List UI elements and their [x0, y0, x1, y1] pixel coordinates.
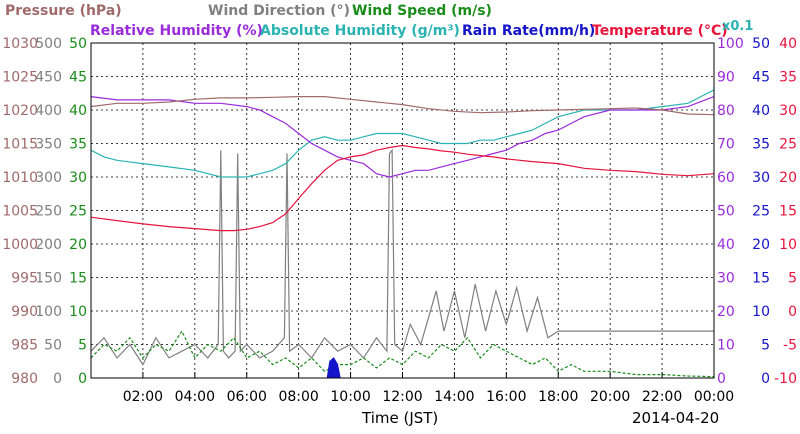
ytick-wind-speed: 50 — [69, 36, 87, 52]
ytick-humidity: 30 — [717, 271, 735, 287]
ytick-pressure: 1025 — [2, 70, 38, 86]
ytick-humidity: 90 — [717, 70, 735, 86]
ytick-wind-direction: 100 — [35, 304, 62, 320]
xtick-label: 02:00 — [123, 389, 163, 405]
ytick-rain-rate: 50 — [752, 36, 770, 52]
ytick-rain-rate: 35 — [752, 137, 770, 153]
ytick-wind-speed: 30 — [69, 170, 87, 186]
ytick-humidity: 50 — [717, 204, 735, 220]
ytick-humidity: 70 — [717, 137, 735, 153]
ytick-temperature: 35 — [779, 70, 797, 86]
ytick-temperature: 5 — [788, 271, 797, 287]
ytick-temperature: -5 — [783, 338, 797, 354]
ytick-wind-speed: 35 — [69, 137, 87, 153]
ytick-wind-speed: 40 — [69, 103, 87, 119]
ytick-wind-speed: 45 — [69, 70, 87, 86]
ytick-wind-speed: 10 — [69, 304, 87, 320]
x-axis-label: Time (JST) — [361, 409, 438, 427]
date-label: 2014-04-20 — [632, 409, 719, 427]
ytick-pressure: 985 — [11, 338, 38, 354]
ytick-wind-speed: 0 — [78, 371, 87, 387]
series-line-pressure — [90, 95, 715, 116]
ytick-rain-rate: 5 — [761, 338, 770, 354]
ytick-humidity: 80 — [717, 103, 735, 119]
xtick-label: 22:00 — [642, 389, 682, 405]
ytick-temperature: 0 — [788, 304, 797, 320]
ytick-temperature: -10 — [774, 371, 797, 387]
ytick-rain-rate: 25 — [752, 204, 770, 220]
ytick-pressure: 1000 — [2, 237, 38, 253]
abs-humidity-scale-note: x0.1 — [722, 19, 753, 34]
ytick-rain-rate: 40 — [752, 103, 770, 119]
xtick-label: 00:00 — [694, 389, 734, 405]
y-axis-ticks: 9809859909951000100510101015102010251030… — [2, 36, 797, 387]
xtick-label: 18:00 — [538, 389, 578, 405]
x-axis-ticks: 02:00 04:00 06:00 08:00 10:00 12:00 14:00 16:00… — [123, 372, 734, 405]
series-line-humidity — [90, 89, 715, 178]
ytick-humidity: 0 — [717, 371, 726, 387]
legend-absolute-humidity: Absolute Humidity (g/m³) — [260, 23, 460, 39]
ytick-temperature: 30 — [779, 103, 797, 119]
ytick-pressure: 1015 — [2, 137, 38, 153]
ytick-pressure: 980 — [11, 371, 38, 387]
ytick-wind-direction: 400 — [35, 103, 62, 119]
xtick-label: 16:00 — [486, 389, 526, 405]
legend-wind-direction: Wind Direction (°) — [208, 3, 350, 19]
ytick-temperature: 40 — [779, 36, 797, 52]
ytick-wind-speed: 5 — [78, 338, 87, 354]
ytick-humidity: 60 — [717, 170, 735, 186]
ytick-pressure: 995 — [11, 271, 38, 287]
series-line-humidity — [90, 96, 715, 178]
ytick-temperature: 10 — [779, 237, 797, 253]
ytick-temperature: 25 — [779, 137, 797, 153]
legend-temperature: Temperature (°C) — [592, 23, 728, 39]
legend-wind-speed: Wind Speed (m/s) — [352, 3, 492, 19]
ytick-wind-speed: 15 — [69, 271, 87, 287]
ytick-wind-direction: 450 — [35, 70, 62, 86]
ytick-temperature: 15 — [779, 204, 797, 220]
series-line-temperature — [90, 144, 715, 232]
ytick-wind-speed: 25 — [69, 204, 87, 220]
xtick-label: 20:00 — [590, 389, 630, 405]
ytick-rain-rate: 10 — [752, 304, 770, 320]
grid — [91, 43, 714, 378]
xtick-label: 06:00 — [227, 389, 267, 405]
legend-rain-rate: Rain Rate(mm/h) — [462, 23, 595, 39]
ytick-humidity: 20 — [717, 304, 735, 320]
ytick-rain-rate: 20 — [752, 237, 770, 253]
ytick-humidity: 10 — [717, 338, 735, 354]
xtick-label: 14:00 — [434, 389, 474, 405]
ytick-wind-direction: 200 — [35, 237, 62, 253]
ytick-rain-rate: 15 — [752, 271, 770, 287]
ytick-pressure: 1005 — [2, 204, 38, 220]
ytick-wind-direction: 300 — [35, 170, 62, 186]
ytick-humidity: 100 — [717, 36, 744, 52]
ytick-wind-direction: 250 — [35, 204, 62, 220]
ytick-wind-direction: 0 — [53, 371, 62, 387]
ytick-wind-direction: 150 — [35, 271, 62, 287]
ytick-rain-rate: 0 — [761, 371, 770, 387]
ytick-wind-direction: 500 — [35, 36, 62, 52]
ytick-wind-direction: 350 — [35, 137, 62, 153]
ytick-pressure: 990 — [11, 304, 38, 320]
legend-pressure: Pressure (hPa) — [5, 3, 122, 19]
ytick-wind-direction: 50 — [44, 338, 62, 354]
legend-relative-humidity: Relative Humidity (%) — [90, 23, 263, 39]
ytick-pressure: 1030 — [2, 36, 38, 52]
ytick-humidity: 40 — [717, 237, 735, 253]
ytick-pressure: 1020 — [2, 103, 38, 119]
ytick-rain-rate: 45 — [752, 70, 770, 86]
xtick-label: 10:00 — [330, 389, 370, 405]
series-line-wind-direction — [90, 148, 714, 366]
ytick-wind-speed: 20 — [69, 237, 87, 253]
ytick-temperature: 20 — [779, 170, 797, 186]
xtick-label: 04:00 — [175, 389, 215, 405]
ytick-rain-rate: 30 — [752, 170, 770, 186]
xtick-label: 12:00 — [382, 389, 422, 405]
ytick-pressure: 1010 — [2, 170, 38, 186]
xtick-label: 08:00 — [278, 389, 318, 405]
